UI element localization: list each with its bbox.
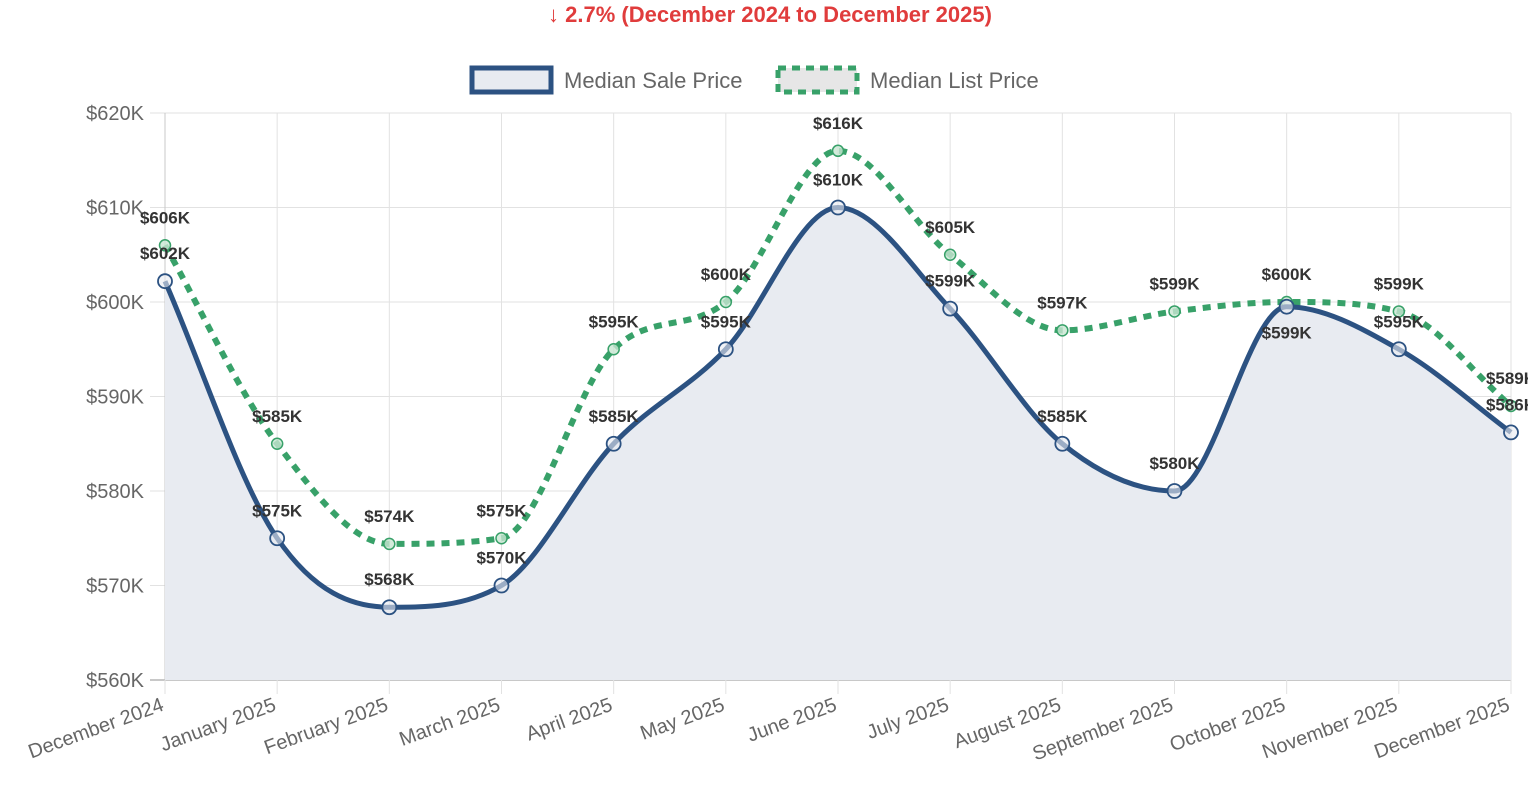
sale-price-point: [381, 599, 398, 616]
list-price-data-label: $600K: [701, 265, 752, 284]
sale-price-data-label: $599K: [1262, 324, 1313, 343]
sale-price-point: [157, 273, 173, 290]
list-price-data-label: $597K: [1037, 293, 1088, 312]
sale-price-point: [1166, 483, 1183, 499]
x-tick-label: July 2025: [864, 694, 952, 744]
legend-label-sale: Median Sale Price: [564, 68, 743, 93]
legend-item-median-list-price[interactable]: Median List Price: [775, 65, 1039, 95]
list-price-data-label: $595K: [589, 312, 640, 331]
list-price-point: [607, 343, 620, 356]
sale-price-point: [717, 341, 734, 358]
sale-price-data-label: $595K: [701, 312, 752, 331]
sale-price-data-label: $575K: [252, 501, 303, 520]
x-tick-label: December 2024: [25, 694, 166, 763]
x-tick-label: February 2025: [261, 694, 391, 759]
list-price-line: [162, 147, 1513, 547]
y-tick-label: $590K: [86, 387, 144, 409]
list-price-point: [1504, 399, 1518, 413]
list-price-data-label: $589K: [1486, 369, 1528, 388]
sale-price-area: [165, 207, 1511, 680]
sale-price-point: [605, 435, 622, 452]
legend: Median Sale Price Median List Price: [469, 65, 1039, 95]
list-price-data-label: $585K: [252, 407, 303, 426]
chart-title: ↓ 2.7% (December 2024 to December 2025): [548, 2, 992, 27]
sale-price-data-label: $586K: [1486, 395, 1528, 414]
sale-price-point: [830, 199, 846, 216]
sale-price-data-label: $568K: [364, 570, 415, 589]
x-tick-label: May 2025: [637, 694, 727, 745]
sale-price-point: [1054, 435, 1071, 452]
legend-swatch-list: [775, 65, 860, 95]
y-tick-label: $580K: [86, 481, 144, 503]
sale-price-data-label: $580K: [1149, 454, 1200, 473]
sale-price-point: [1278, 298, 1295, 315]
list-price-point: [158, 239, 172, 252]
series-layer: [157, 144, 1519, 680]
legend-label-list: Median List Price: [870, 68, 1039, 93]
list-price-point: [831, 144, 845, 158]
y-tick-label: $620K: [86, 103, 144, 125]
list-price-data-label: $599K: [1149, 274, 1200, 293]
list-price-point: [719, 295, 733, 309]
x-tick-label: June 2025: [744, 694, 839, 747]
sale-price-data-label: $585K: [1037, 407, 1088, 426]
list-price-point: [1056, 324, 1069, 337]
sale-price-data-label: $599K: [925, 272, 976, 291]
list-price-data-label: $606K: [140, 208, 191, 227]
legend-item-median-sale-price[interactable]: Median Sale Price: [469, 65, 743, 95]
list-price-data-label: $605K: [925, 218, 976, 237]
list-price-data-label: $575K: [476, 501, 527, 520]
x-tick-label: March 2025: [396, 694, 503, 751]
sale-price-point: [269, 530, 286, 547]
sale-price-point: [1503, 424, 1519, 441]
y-tick-label: $610K: [86, 198, 144, 220]
sale-price-data-label: $610K: [813, 171, 864, 190]
list-price-point: [943, 248, 957, 261]
sale-price-data-label: $602K: [140, 244, 191, 263]
sale-price-point: [1390, 341, 1407, 358]
sale-price-point: [942, 300, 959, 317]
list-price-point: [270, 437, 284, 450]
list-price-data-label: $616K: [813, 114, 864, 133]
sale-price-data-label: $595K: [1374, 312, 1425, 331]
sale-price-data-label: $585K: [589, 407, 640, 426]
y-tick-label: $570K: [86, 576, 144, 598]
y-tick-label: $560K: [86, 670, 144, 692]
legend-swatch-sale: [469, 65, 554, 95]
sale-price-point: [493, 577, 510, 594]
list-price-data-label: $600K: [1262, 265, 1313, 284]
list-price-point: [495, 532, 508, 545]
list-price-point: [383, 537, 396, 551]
y-tick-label: $600K: [86, 292, 144, 314]
list-price-data-label: $574K: [364, 507, 415, 526]
list-price-point: [1168, 305, 1181, 318]
list-price-point: [1392, 305, 1406, 318]
sale-price-data-label: $570K: [476, 549, 527, 568]
x-tick-label: January 2025: [157, 694, 278, 756]
x-tick-label: April 2025: [523, 694, 615, 745]
data-labels: $606K $585K $574K $575K $595K $600K $616K $605K…: [140, 114, 1528, 589]
list-price-data-label: $599K: [1374, 274, 1425, 293]
